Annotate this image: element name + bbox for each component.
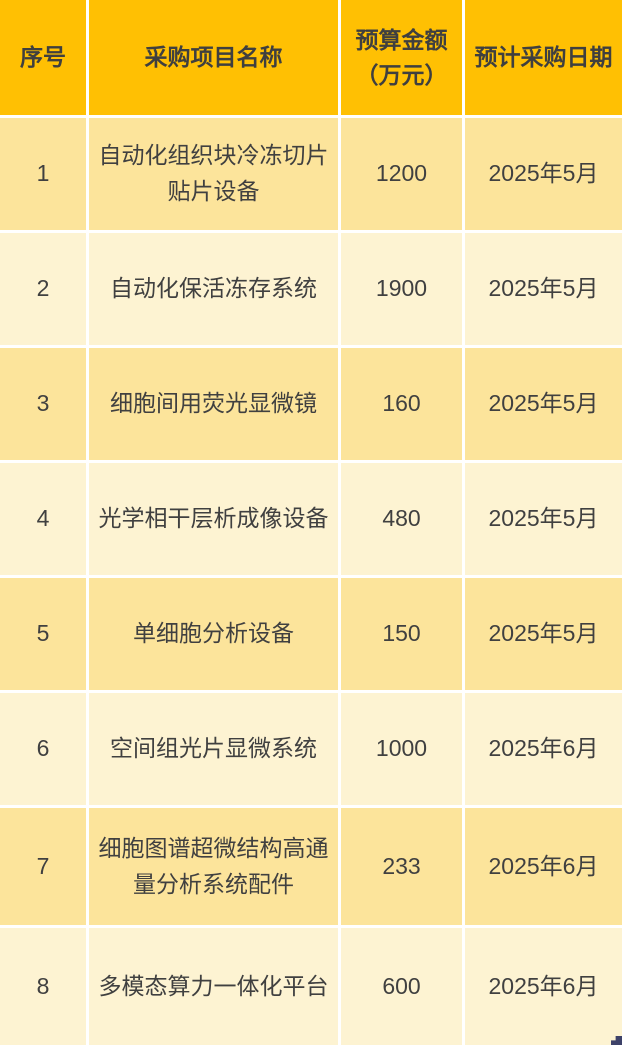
cell-project-name: 自动化保活冻存系统 [89, 233, 338, 345]
cell-serial: 2 [0, 233, 86, 345]
cell-project-name: 自动化组织块冷冻切片贴片设备 [89, 118, 338, 230]
corner-mark-icon [611, 1036, 622, 1045]
cell-budget: 150 [341, 578, 462, 690]
cell-date: 2025年6月 [465, 693, 622, 805]
cell-budget: 233 [341, 808, 462, 925]
cell-serial: 6 [0, 693, 86, 805]
cell-project-name: 细胞间用荧光显微镜 [89, 348, 338, 460]
cell-date: 2025年5月 [465, 463, 622, 575]
cell-serial: 5 [0, 578, 86, 690]
cell-serial: 1 [0, 118, 86, 230]
cell-project-name: 单细胞分析设备 [89, 578, 338, 690]
header-cell-budget: 预算金额 （万元） [341, 0, 462, 115]
cell-serial: 7 [0, 808, 86, 925]
cell-project-name: 空间组光片显微系统 [89, 693, 338, 805]
cell-budget: 600 [341, 928, 462, 1045]
cell-project-name: 光学相干层析成像设备 [89, 463, 338, 575]
header-cell-date: 预计采购日期 [465, 0, 622, 115]
header-cell-project: 采购项目名称 [89, 0, 338, 115]
header-cell-serial: 序号 [0, 0, 86, 115]
cell-project-name: 多模态算力一体化平台 [89, 928, 338, 1045]
cell-serial: 3 [0, 348, 86, 460]
cell-budget: 1900 [341, 233, 462, 345]
cell-date: 2025年6月 [465, 808, 622, 925]
cell-budget: 1200 [341, 118, 462, 230]
cell-date: 2025年5月 [465, 348, 622, 460]
cell-date: 2025年5月 [465, 118, 622, 230]
cell-date: 2025年5月 [465, 578, 622, 690]
cell-serial: 4 [0, 463, 86, 575]
cell-budget: 480 [341, 463, 462, 575]
cell-project-name: 细胞图谱超微结构高通量分析系统配件 [89, 808, 338, 925]
cell-serial: 8 [0, 928, 86, 1045]
cell-date: 2025年5月 [465, 233, 622, 345]
cell-date: 2025年6月 [465, 928, 622, 1045]
cell-budget: 160 [341, 348, 462, 460]
cell-budget: 1000 [341, 693, 462, 805]
